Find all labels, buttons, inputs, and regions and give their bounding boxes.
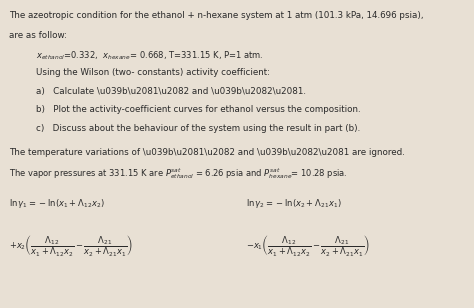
Text: $\ln \gamma_2 = -\ln(x_2 + \Lambda_{21}x_1)$: $\ln \gamma_2 = -\ln(x_2 + \Lambda_{21}x… [246, 197, 342, 210]
Text: The azeotropic condition for the ethanol + n-hexane system at 1 atm (101.3 kPa, : The azeotropic condition for the ethanol… [9, 11, 423, 20]
Text: a)   Calculate \u039b\u2081\u2082 and \u039b\u2082\u2081.: a) Calculate \u039b\u2081\u2082 and \u03… [36, 87, 306, 96]
Text: $x_{ethanol}$=0.332,  $x_{hexane}$= 0.668, T=331.15 K, P=1 atm.: $x_{ethanol}$=0.332, $x_{hexane}$= 0.668… [36, 49, 263, 62]
Text: $+ x_2\left(\dfrac{\Lambda_{12}}{x_1 + \Lambda_{12}x_2} - \dfrac{\Lambda_{21}}{x: $+ x_2\left(\dfrac{\Lambda_{12}}{x_1 + \… [9, 234, 132, 259]
Text: $- x_1\left(\dfrac{\Lambda_{12}}{x_1 + \Lambda_{12}x_2} - \dfrac{\Lambda_{21}}{x: $- x_1\left(\dfrac{\Lambda_{12}}{x_1 + \… [246, 234, 370, 259]
Text: are as follow:: are as follow: [9, 31, 66, 40]
Text: The vapor pressures at 331.15 K are $P^{sat}_{ethanol}$ = 6.26 psia and $P^{sat}: The vapor pressures at 331.15 K are $P^{… [9, 166, 347, 181]
Text: b)   Plot the activity-coefficient curves for ethanol versus the composition.: b) Plot the activity-coefficient curves … [36, 105, 360, 114]
Text: The temperature variations of \u039b\u2081\u2082 and \u039b\u2082\u2081 are igno: The temperature variations of \u039b\u20… [9, 148, 404, 157]
Text: c)   Discuss about the behaviour of the system using the result in part (b).: c) Discuss about the behaviour of the sy… [36, 124, 360, 133]
Text: $\ln \gamma_1 = -\ln(x_1 + \Lambda_{12}x_2)$: $\ln \gamma_1 = -\ln(x_1 + \Lambda_{12}x… [9, 197, 104, 210]
Text: Using the Wilson (two- constants) activity coefficient:: Using the Wilson (two- constants) activi… [36, 68, 270, 77]
